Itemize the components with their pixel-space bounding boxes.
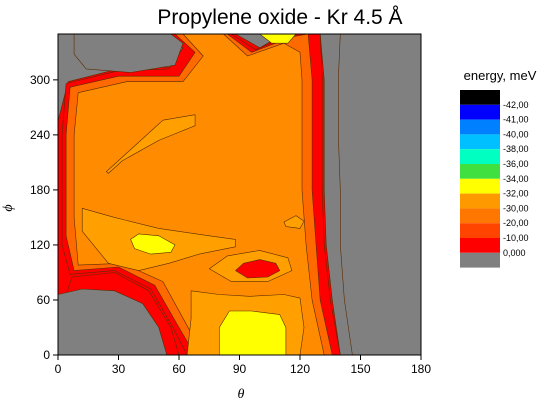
legend-label: -38,00 [503,144,529,154]
contour-region-orange-light-left [106,114,196,174]
legend: energy, meV -42,00 -41,00 -40,00 -38,00 -36,… [460,68,537,268]
y-tick-label: 0 [43,348,50,362]
legend-swatch [460,149,500,164]
x-tick-label: 120 [290,362,310,376]
contour-region-gray-topleft [73,33,184,73]
legend-swatch [460,104,500,120]
contour-region-yellow-bottom [219,310,287,356]
legend-label: -34,00 [503,174,529,184]
y-tick-label: 240 [30,128,50,142]
legend-label: -36,00 [503,159,529,169]
contour-regions [57,33,422,356]
legend-label: -32,00 [503,189,529,199]
legend-swatch [460,134,500,150]
contour-region-orange-light-small [283,215,305,229]
x-tick-label: 30 [112,362,126,376]
x-axis-label: θ [238,387,245,402]
legend-label: -20,00 [503,218,529,228]
legend-swatch [460,164,500,179]
legend-label: 0,000 [503,248,526,258]
y-tick-label: 120 [30,238,50,252]
x-tick-label: 0 [55,362,62,376]
x-tick-label: 180 [411,362,431,376]
legend-swatch [460,119,500,135]
legend-swatches: -42,00 -41,00 -40,00 -38,00 -36,00 -34,00 -32,… [460,90,529,268]
contour-region-gray-bottomleft [57,288,168,356]
y-axis: 0 60 120 180 240 300 [30,73,58,362]
legend-swatch [460,193,500,209]
plot-area [57,33,422,356]
contour-region-gray-right [337,33,422,356]
legend-label: -40,00 [503,129,529,139]
legend-swatch [460,238,500,253]
legend-swatch [460,252,500,268]
y-tick-label: 300 [30,73,50,87]
legend-title: energy, meV [464,68,537,83]
y-axis-label: ϕ [1,204,16,211]
y-tick-label: 60 [37,293,51,307]
chart-title: Propylene oxide - Kr 4.5 Å [157,6,402,29]
legend-label: -30,00 [503,203,529,213]
x-tick-label: 60 [172,362,186,376]
x-tick-label: 150 [350,362,370,376]
legend-label: -41,00 [503,115,529,125]
legend-label: -42,00 [503,100,529,110]
contour-region-red-spot [235,259,281,279]
y-tick-label: 180 [30,183,50,197]
legend-swatch [460,223,500,238]
legend-swatch [460,178,500,194]
legend-swatch [460,208,500,224]
legend-label: -10,00 [503,233,529,243]
x-axis: 0 30 60 90 120 150 180 [55,355,431,376]
contour-region-yellow-left [130,233,176,255]
x-tick-label: 90 [233,362,247,376]
legend-swatch [460,90,500,105]
